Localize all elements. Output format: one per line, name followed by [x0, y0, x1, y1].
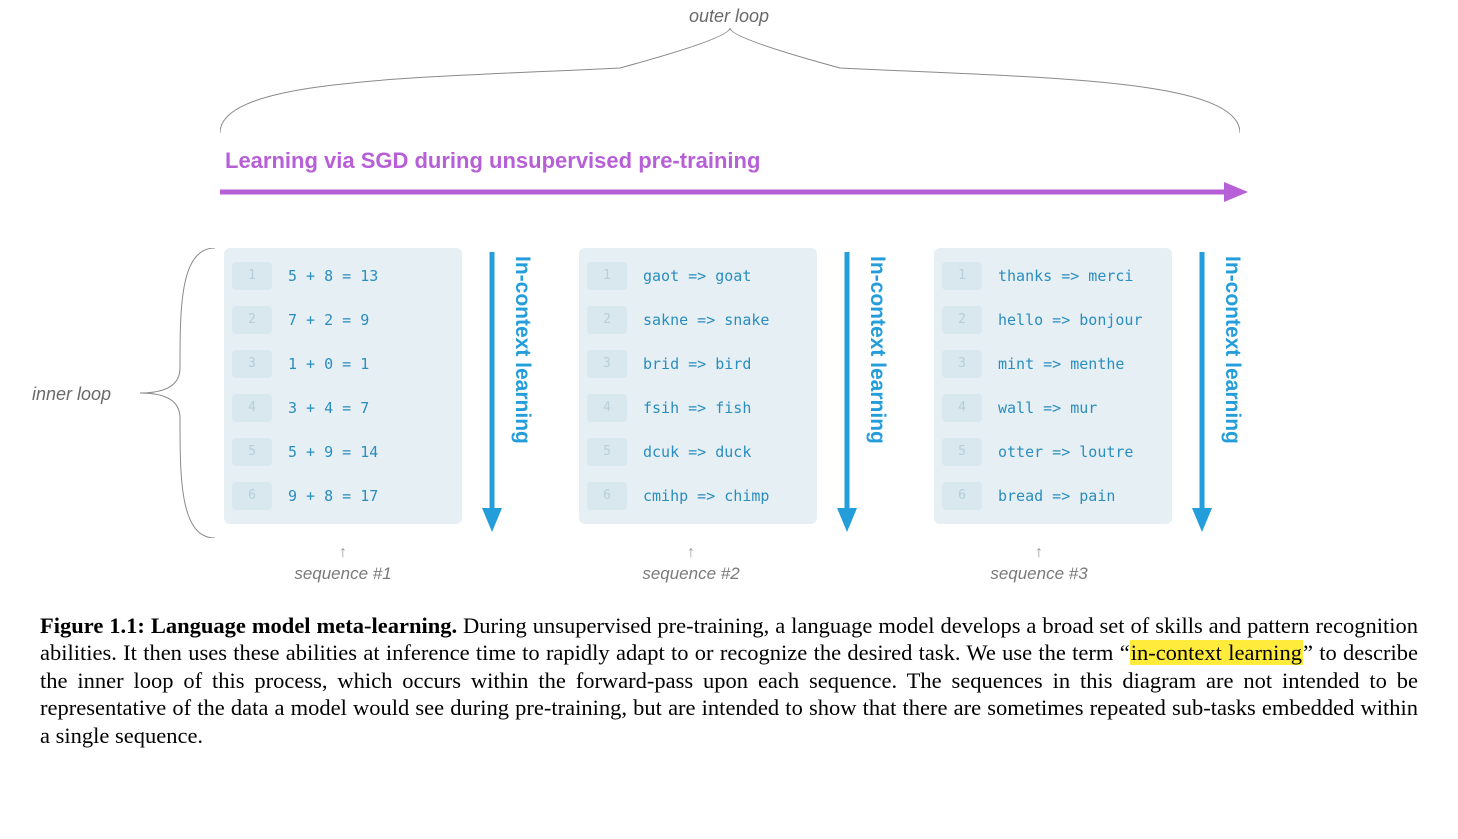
outer-loop-label: outer loop: [0, 6, 1458, 27]
sequence-column: 1 5 + 8 = 13 2 7 + 2 = 9 3 1 + 0 = 1 4 3 + 4 = …: [224, 248, 544, 532]
in-context-label: In-context learning: [511, 256, 534, 444]
line-number: 2: [942, 306, 982, 334]
line-text: mint => menthe: [998, 355, 1124, 373]
sequence-row: 5 dcuk => duck: [579, 430, 817, 474]
line-number: 6: [942, 482, 982, 510]
sequence-row: 4 3 + 4 = 7: [224, 386, 462, 430]
sequence-box: 1 thanks => merci 2 hello => bonjour 3 mint =…: [934, 248, 1172, 524]
sequence-row: 5 5 + 9 = 14: [224, 430, 462, 474]
line-text: dcuk => duck: [643, 443, 751, 461]
line-number: 1: [942, 262, 982, 290]
sequences-row: 1 5 + 8 = 13 2 7 + 2 = 9 3 1 + 0 = 1 4 3 + 4 = …: [224, 248, 1254, 532]
sequence-box: 1 gaot => goat 2 sakne => snake 3 brid => bir…: [579, 248, 817, 524]
sequence-row: 1 thanks => merci: [934, 254, 1172, 298]
line-number: 4: [587, 394, 627, 422]
up-arrow-icon: ↑: [920, 544, 1158, 562]
sequence-row: 2 hello => bonjour: [934, 298, 1172, 342]
up-arrow-icon: ↑: [572, 544, 810, 562]
sequence-row: 3 1 + 0 = 1: [224, 342, 462, 386]
in-context-arrow-icon: In-context learning: [1190, 248, 1254, 532]
sequence-row: 5 otter => loutre: [934, 430, 1172, 474]
sgd-arrow-icon: [220, 180, 1248, 204]
line-text: 7 + 2 = 9: [288, 311, 369, 329]
line-text: gaot => goat: [643, 267, 751, 285]
line-number: 2: [232, 306, 272, 334]
sequence-caption-text: sequence #1: [294, 564, 391, 583]
sequence-row: 6 9 + 8 = 17: [224, 474, 462, 518]
line-number: 6: [587, 482, 627, 510]
line-text: fsih => fish: [643, 399, 751, 417]
line-number: 3: [587, 350, 627, 378]
line-text: thanks => merci: [998, 267, 1133, 285]
line-text: sakne => snake: [643, 311, 769, 329]
line-text: 5 + 9 = 14: [288, 443, 378, 461]
in-context-learning-arrow-group: In-context learning: [835, 248, 899, 532]
sgd-arrow-label: Learning via SGD during unsupervised pre…: [225, 148, 760, 174]
line-text: 5 + 8 = 13: [288, 267, 378, 285]
line-text: bread => pain: [998, 487, 1115, 505]
line-number: 4: [942, 394, 982, 422]
in-context-label: In-context learning: [1221, 256, 1244, 444]
inner-loop-label: inner loop: [32, 384, 111, 405]
sequence-caption-text: sequence #3: [990, 564, 1087, 583]
in-context-learning-arrow-group: In-context learning: [480, 248, 544, 532]
sequence-row: 4 wall => mur: [934, 386, 1172, 430]
line-number: 4: [232, 394, 272, 422]
figure-container: outer loop Learning via SGD during unsup…: [0, 0, 1458, 839]
line-text: 1 + 0 = 1: [288, 355, 369, 373]
line-text: hello => bonjour: [998, 311, 1143, 329]
line-text: otter => loutre: [998, 443, 1133, 461]
sequence-row: 3 brid => bird: [579, 342, 817, 386]
line-number: 3: [942, 350, 982, 378]
sequence-box: 1 5 + 8 = 13 2 7 + 2 = 9 3 1 + 0 = 1 4 3 + 4 = …: [224, 248, 462, 524]
line-number: 6: [232, 482, 272, 510]
line-number: 3: [232, 350, 272, 378]
line-text: 9 + 8 = 17: [288, 487, 378, 505]
sequence-row: 1 5 + 8 = 13: [224, 254, 462, 298]
line-number: 1: [587, 262, 627, 290]
figure-caption-highlight: in-context learning: [1130, 640, 1303, 665]
sequence-row: 1 gaot => goat: [579, 254, 817, 298]
line-number: 1: [232, 262, 272, 290]
inner-brace-icon: [130, 248, 220, 538]
figure-caption-label: Figure 1.1: Language model meta-learning…: [40, 613, 457, 638]
line-number: 2: [587, 306, 627, 334]
in-context-label: In-context learning: [866, 256, 889, 444]
line-number: 5: [942, 438, 982, 466]
sequence-row: 6 cmihp => chimp: [579, 474, 817, 518]
sequence-row: 2 sakne => snake: [579, 298, 817, 342]
line-text: wall => mur: [998, 399, 1097, 417]
sequence-row: 3 mint => menthe: [934, 342, 1172, 386]
line-number: 5: [232, 438, 272, 466]
sequence-caption: ↑ sequence #2: [572, 544, 810, 584]
line-text: cmihp => chimp: [643, 487, 769, 505]
in-context-learning-arrow-group: In-context learning: [1190, 248, 1254, 532]
line-text: 3 + 4 = 7: [288, 399, 369, 417]
up-arrow-icon: ↑: [224, 544, 462, 562]
in-context-arrow-icon: In-context learning: [835, 248, 899, 532]
figure-caption: Figure 1.1: Language model meta-learning…: [40, 612, 1418, 749]
sequence-caption-text: sequence #2: [642, 564, 739, 583]
sequence-column: 1 gaot => goat 2 sakne => snake 3 brid => bir…: [579, 248, 899, 532]
sequence-row: 4 fsih => fish: [579, 386, 817, 430]
in-context-arrow-icon: In-context learning: [480, 248, 544, 532]
outer-brace-icon: [220, 28, 1240, 138]
sequence-caption: ↑ sequence #3: [920, 544, 1158, 584]
sequence-caption: ↑ sequence #1: [224, 544, 462, 584]
sequence-row: 2 7 + 2 = 9: [224, 298, 462, 342]
sequence-row: 6 bread => pain: [934, 474, 1172, 518]
line-number: 5: [587, 438, 627, 466]
sequence-captions-row: ↑ sequence #1 ↑ sequence #2 ↑ sequence #3: [224, 544, 1254, 584]
line-text: brid => bird: [643, 355, 751, 373]
sequence-column: 1 thanks => merci 2 hello => bonjour 3 mint =…: [934, 248, 1254, 532]
